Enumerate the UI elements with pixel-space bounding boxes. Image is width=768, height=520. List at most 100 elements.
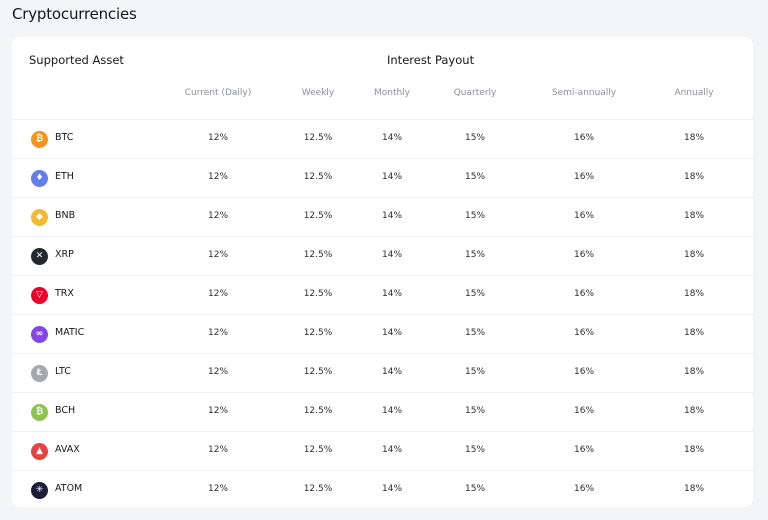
rate-monthly: 14% xyxy=(381,172,403,182)
cosmos-icon: ✳ xyxy=(31,482,48,499)
rate-monthly: 14% xyxy=(381,484,403,494)
rate-monthly: 14% xyxy=(381,211,403,221)
table-row[interactable]: ▽ TRX 12% 12.5% 14% 15% 16% 18% xyxy=(12,275,753,314)
rate-quarterly: 15% xyxy=(464,289,486,299)
rate-current-daily: 12% xyxy=(207,250,229,260)
asset-symbol: XRP xyxy=(55,249,74,260)
interest-payout-header: Interest Payout xyxy=(387,53,475,67)
rate-annually: 18% xyxy=(683,172,705,182)
rate-quarterly: 15% xyxy=(464,211,486,221)
rate-annually: 18% xyxy=(683,250,705,260)
rate-monthly: 14% xyxy=(381,445,403,455)
rate-semi-annually: 16% xyxy=(573,211,595,221)
asset-symbol: LTC xyxy=(55,366,71,377)
rate-quarterly: 15% xyxy=(464,484,486,494)
supported-asset-header: Supported Asset xyxy=(29,53,124,67)
rate-semi-annually: 16% xyxy=(573,367,595,377)
asset-symbol: BCH xyxy=(55,405,76,416)
rates-table-body: ₿ BTC 12% 12.5% 14% 15% 16% 18% ♦ ETH 12% 12.5% 14% 1… xyxy=(12,119,753,509)
asset-symbol: BNB xyxy=(55,210,76,221)
rate-weekly: 12.5% xyxy=(303,250,333,260)
rate-weekly: 12.5% xyxy=(303,367,333,377)
xrp-icon: ✕ xyxy=(31,248,48,265)
asset-symbol: ETH xyxy=(55,171,74,182)
bnb-icon: ◆ xyxy=(31,209,48,226)
rate-weekly: 12.5% xyxy=(303,445,333,455)
rate-current-daily: 12% xyxy=(207,367,229,377)
rate-annually: 18% xyxy=(683,406,705,416)
rate-annually: 18% xyxy=(683,133,705,143)
rate-current-daily: 12% xyxy=(207,406,229,416)
rate-current-daily: 12% xyxy=(207,289,229,299)
column-header-current-daily: Current (Daily) xyxy=(184,88,252,98)
rate-semi-annually: 16% xyxy=(573,289,595,299)
rate-semi-annually: 16% xyxy=(573,250,595,260)
rate-monthly: 14% xyxy=(381,250,403,260)
asset-symbol: BTC xyxy=(55,132,74,143)
rate-current-daily: 12% xyxy=(207,133,229,143)
rate-monthly: 14% xyxy=(381,328,403,338)
asset-symbol: MATIC xyxy=(55,327,85,338)
bitcoin-cash-icon: ₿ xyxy=(31,404,48,421)
table-row[interactable]: Ł LTC 12% 12.5% 14% 15% 16% 18% xyxy=(12,353,753,392)
rate-semi-annually: 16% xyxy=(573,445,595,455)
asset-symbol: AVAX xyxy=(55,444,80,455)
table-row[interactable]: ◆ BNB 12% 12.5% 14% 15% 16% 18% xyxy=(12,197,753,236)
rate-annually: 18% xyxy=(683,484,705,494)
table-row[interactable]: ▲ AVAX 12% 12.5% 14% 15% 16% 18% xyxy=(12,431,753,470)
rate-weekly: 12.5% xyxy=(303,133,333,143)
rate-weekly: 12.5% xyxy=(303,172,333,182)
table-row[interactable]: ∞ MATIC 12% 12.5% 14% 15% 16% 18% xyxy=(12,314,753,353)
rate-monthly: 14% xyxy=(381,406,403,416)
avalanche-icon: ▲ xyxy=(31,443,48,460)
column-header-monthly: Monthly xyxy=(373,88,411,98)
rate-annually: 18% xyxy=(683,367,705,377)
rate-quarterly: 15% xyxy=(464,406,486,416)
table-row[interactable]: ₿ BTC 12% 12.5% 14% 15% 16% 18% xyxy=(12,119,753,158)
rate-weekly: 12.5% xyxy=(303,484,333,494)
rate-current-daily: 12% xyxy=(207,211,229,221)
rate-annually: 18% xyxy=(683,211,705,221)
table-row[interactable]: ♦ ETH 12% 12.5% 14% 15% 16% 18% xyxy=(12,158,753,197)
tron-icon: ▽ xyxy=(31,287,48,304)
rate-semi-annually: 16% xyxy=(573,406,595,416)
rate-semi-annually: 16% xyxy=(573,133,595,143)
polygon-icon: ∞ xyxy=(31,326,48,343)
bitcoin-icon: ₿ xyxy=(31,131,48,148)
table-row[interactable]: ✕ XRP 12% 12.5% 14% 15% 16% 18% xyxy=(12,236,753,275)
rate-monthly: 14% xyxy=(381,367,403,377)
rate-weekly: 12.5% xyxy=(303,211,333,221)
ethereum-icon: ♦ xyxy=(31,170,48,187)
column-header-weekly: Weekly xyxy=(301,88,335,98)
table-row[interactable]: ₿ BCH 12% 12.5% 14% 15% 16% 18% xyxy=(12,392,753,431)
table-row[interactable]: ✳ ATOM 12% 12.5% 14% 15% 16% 18% xyxy=(12,470,753,509)
column-header-annually: Annually xyxy=(674,88,714,98)
rate-annually: 18% xyxy=(683,328,705,338)
litecoin-icon: Ł xyxy=(31,365,48,382)
column-header-quarterly: Quarterly xyxy=(453,88,497,98)
rate-weekly: 12.5% xyxy=(303,406,333,416)
rate-quarterly: 15% xyxy=(464,172,486,182)
rate-annually: 18% xyxy=(683,289,705,299)
rate-weekly: 12.5% xyxy=(303,328,333,338)
rate-quarterly: 15% xyxy=(464,445,486,455)
rate-semi-annually: 16% xyxy=(573,172,595,182)
rate-monthly: 14% xyxy=(381,133,403,143)
rate-semi-annually: 16% xyxy=(573,484,595,494)
rate-weekly: 12.5% xyxy=(303,289,333,299)
rate-quarterly: 15% xyxy=(464,367,486,377)
rate-current-daily: 12% xyxy=(207,328,229,338)
rate-quarterly: 15% xyxy=(464,133,486,143)
rate-current-daily: 12% xyxy=(207,484,229,494)
page-title: Cryptocurrencies xyxy=(12,5,137,23)
crypto-rates-card: Supported Asset Interest Payout Current … xyxy=(12,37,753,507)
rate-quarterly: 15% xyxy=(464,328,486,338)
rate-semi-annually: 16% xyxy=(573,328,595,338)
asset-symbol: ATOM xyxy=(55,483,83,494)
rate-monthly: 14% xyxy=(381,289,403,299)
rate-current-daily: 12% xyxy=(207,445,229,455)
column-header-semi-annually: Semi-annually xyxy=(551,88,617,98)
rate-current-daily: 12% xyxy=(207,172,229,182)
asset-symbol: TRX xyxy=(55,288,74,299)
rate-annually: 18% xyxy=(683,445,705,455)
